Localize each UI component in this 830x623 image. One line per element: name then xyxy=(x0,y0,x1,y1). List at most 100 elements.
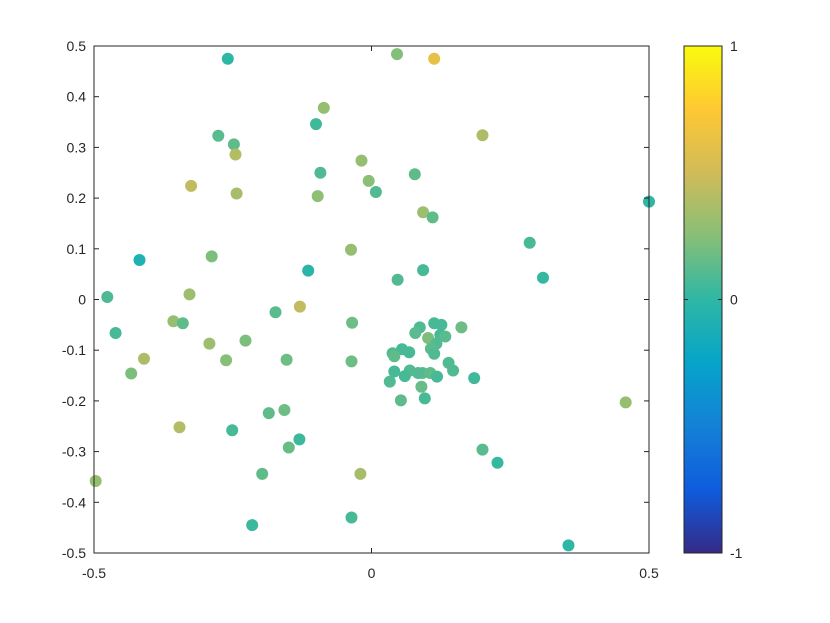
scatter-point xyxy=(476,443,489,456)
scatter-point xyxy=(391,273,404,286)
y-tick-label: 0.3 xyxy=(67,139,87,155)
scatter-point xyxy=(133,254,146,266)
scatter-point xyxy=(109,327,122,339)
plot-area: -0.5 0 0.5 0.50.40.30.20.10-0.1-0.2-0.3-0.… xyxy=(62,38,659,581)
scatter-point xyxy=(205,250,218,263)
scatter-point xyxy=(388,365,401,378)
scatter-point xyxy=(537,271,549,284)
scatter-point xyxy=(311,190,324,203)
y-tick-label: -0.5 xyxy=(62,545,86,561)
y-axis-ticks: 0.5 0.4 0.3 0.2 0.1 0 -0.1 -0.2 -0.3 -0.4 -0.5 xyxy=(62,38,649,561)
scatter-point xyxy=(345,243,357,256)
colorbar-ticks: 1 0 -1 xyxy=(684,38,743,561)
scatter-point xyxy=(278,404,291,416)
colorbar: 1 0 -1 xyxy=(683,38,743,561)
scatter-point xyxy=(167,315,180,328)
scatter-point xyxy=(256,467,269,480)
scatter-point xyxy=(476,129,489,142)
y-tick-label: 0 xyxy=(78,292,86,308)
scatter-point xyxy=(185,179,198,192)
scatter-point xyxy=(280,353,293,366)
scatter-point xyxy=(412,367,425,379)
scatter-point xyxy=(431,370,443,383)
scatter-point xyxy=(262,407,275,420)
scatter-point xyxy=(230,187,243,200)
scatter-point xyxy=(293,433,306,446)
scatter-points xyxy=(89,48,655,552)
colorbar-tick-label: -1 xyxy=(730,545,743,561)
scatter-point xyxy=(173,421,186,434)
scatter-point xyxy=(293,300,306,313)
scatter-point xyxy=(221,52,234,65)
scatter-point xyxy=(317,101,330,114)
y-tick-label: 0.5 xyxy=(67,38,87,54)
scatter-point xyxy=(426,211,439,224)
x-tick-label: -0.5 xyxy=(82,565,106,581)
scatter-point xyxy=(220,354,233,367)
scatter-point xyxy=(354,467,367,480)
scatter-point xyxy=(455,321,468,334)
scatter-point xyxy=(246,519,259,532)
x-axis-ticks: -0.5 0 0.5 xyxy=(82,46,659,581)
scatter-point xyxy=(89,475,102,487)
scatter-point xyxy=(523,236,536,249)
scatter-point xyxy=(439,330,452,343)
scatter-point xyxy=(394,394,407,407)
scatter-point xyxy=(468,372,481,385)
x-tick-label: 0.5 xyxy=(639,565,659,581)
scatter-point xyxy=(369,186,382,198)
scatter-point xyxy=(398,370,411,383)
y-tick-label: 0.2 xyxy=(67,190,87,206)
colorbar-tick-label: 0 xyxy=(730,292,738,308)
scatter-point xyxy=(428,347,441,360)
scatter-point xyxy=(302,264,315,277)
scatter-point xyxy=(383,375,396,388)
axes-background xyxy=(94,46,649,553)
colorbar-gradient xyxy=(684,46,722,553)
scatter-point xyxy=(101,291,114,303)
scatter-point xyxy=(409,327,422,339)
scatter-point xyxy=(212,129,225,142)
y-tick-label: -0.3 xyxy=(62,444,86,460)
scatter-point xyxy=(125,367,138,380)
y-tick-label: 0.4 xyxy=(67,89,87,105)
scatter-point xyxy=(417,264,430,277)
scatter-point xyxy=(355,154,368,167)
scatter-point xyxy=(282,441,295,454)
x-tick-label: 0 xyxy=(368,565,376,581)
scatter-point xyxy=(203,337,216,350)
scatter-point xyxy=(229,148,242,161)
scatter-point xyxy=(362,174,375,187)
scatter-point xyxy=(391,48,403,61)
scatter-point xyxy=(346,316,359,329)
scatter-point xyxy=(447,364,460,377)
colorbar-tick-label: 1 xyxy=(730,38,738,54)
scatter-point xyxy=(435,318,448,331)
scatter-point xyxy=(417,206,430,219)
scatter-point xyxy=(314,166,327,179)
scatter-point xyxy=(345,355,358,368)
scatter-point xyxy=(239,334,252,347)
y-tick-label: -0.1 xyxy=(62,342,86,358)
y-tick-label: -0.4 xyxy=(62,494,86,510)
scatter-point xyxy=(226,424,239,437)
scatter-point xyxy=(418,392,431,405)
scatter-point xyxy=(428,52,441,65)
scatter-point xyxy=(310,118,322,131)
scatter-point xyxy=(619,396,632,409)
y-tick-label: -0.2 xyxy=(62,393,86,409)
scatter-point xyxy=(183,288,196,301)
scatter-point xyxy=(388,350,401,363)
scatter-point xyxy=(176,317,189,330)
y-tick-label: 0.1 xyxy=(67,241,87,257)
scatter-point xyxy=(269,306,282,319)
scatter-point xyxy=(415,380,428,393)
scatter-point xyxy=(345,511,358,524)
scatter-point xyxy=(403,346,416,359)
scatter-point xyxy=(408,168,421,181)
scatter-point xyxy=(227,138,240,151)
scatter-point xyxy=(491,456,504,469)
scatter-point xyxy=(138,352,150,365)
scatter-point xyxy=(562,539,575,552)
